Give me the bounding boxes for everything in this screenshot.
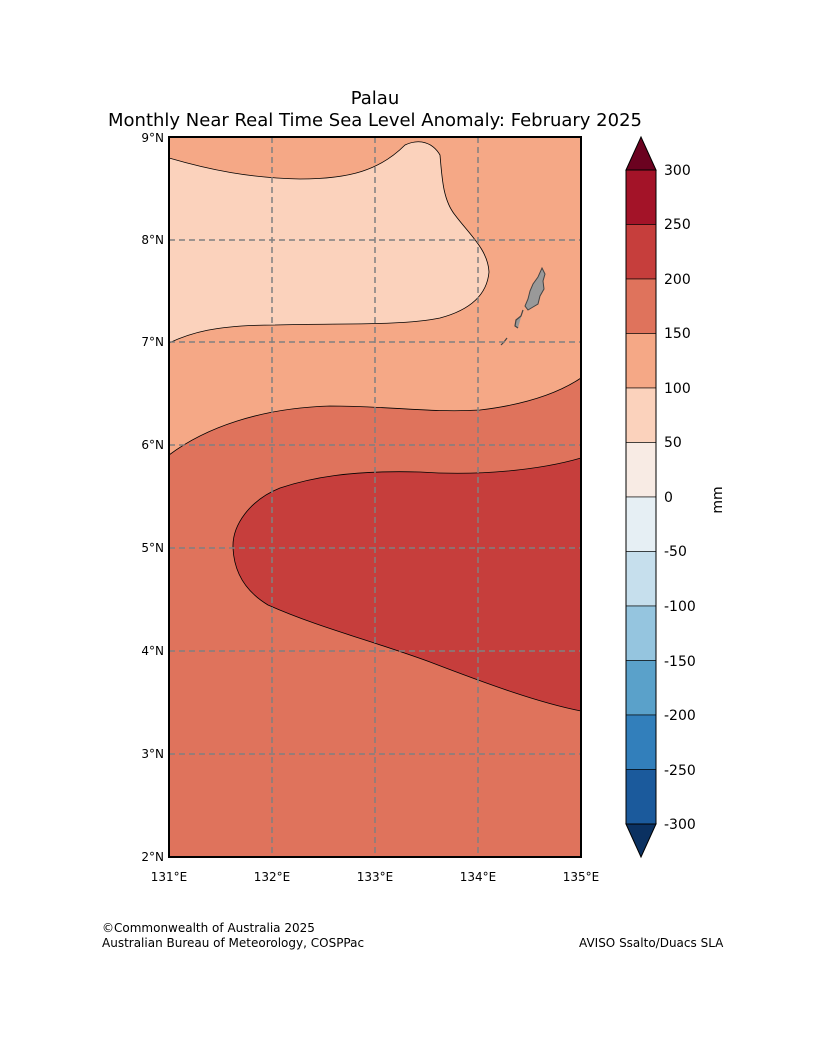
lon-label-135: 135°E bbox=[563, 870, 600, 884]
lat-label-9: 9°N bbox=[141, 131, 164, 145]
cbar-label-200: 200 bbox=[664, 272, 691, 288]
map-gridlines bbox=[169, 137, 581, 857]
colorbar-segment bbox=[625, 769, 657, 825]
lon-label-134: 134°E bbox=[460, 870, 497, 884]
lat-label-2: 2°N bbox=[141, 850, 164, 864]
lat-label-7: 7°N bbox=[141, 335, 164, 349]
map-frame bbox=[168, 136, 582, 858]
lon-label-133: 133°E bbox=[357, 870, 394, 884]
cbar-label-neg200: -200 bbox=[664, 708, 696, 724]
lon-label-131: 131°E bbox=[151, 870, 188, 884]
cbar-label-neg150: -150 bbox=[664, 654, 696, 670]
copyright-line: ©Commonwealth of Australia 2025 bbox=[102, 921, 315, 935]
map-title: Palau bbox=[350, 88, 400, 109]
colorbar-over-arrow bbox=[625, 135, 657, 171]
lat-label-6: 6°N bbox=[141, 438, 164, 452]
palau-main-island bbox=[524, 266, 546, 311]
colorbar-segment bbox=[625, 496, 657, 552]
cbar-label-neg100: -100 bbox=[664, 599, 696, 615]
cbar-label-neg300: -300 bbox=[664, 817, 696, 833]
palau-southern-islands bbox=[514, 309, 524, 329]
lat-label-8: 8°N bbox=[141, 233, 164, 247]
bureau-line: Australian Bureau of Meteorology, COSPPa… bbox=[102, 936, 365, 950]
colorbar-segment bbox=[625, 605, 657, 661]
colorbar-frame bbox=[625, 169, 657, 825]
colorbar-segment bbox=[625, 442, 657, 498]
cbar-label-neg50: -50 bbox=[664, 544, 687, 560]
colorbar-segments bbox=[625, 169, 657, 825]
cbar-label-50: 50 bbox=[664, 435, 682, 451]
lon-tick-labels: 131°E 132°E 133°E 134°E 135°E bbox=[151, 870, 600, 884]
lat-label-4: 4°N bbox=[141, 644, 164, 658]
cbar-label-150: 150 bbox=[664, 326, 691, 342]
colorbar-segment bbox=[625, 333, 657, 389]
lat-tick-labels: 9°N 8°N 7°N 6°N 5°N 4°N 3°N 2°N bbox=[141, 131, 164, 864]
lat-label-5: 5°N bbox=[141, 541, 164, 555]
copyright-credit: ©Commonwealth of Australia 2025 Australi… bbox=[102, 921, 364, 951]
colorbar-segment bbox=[625, 224, 657, 280]
colorbar-segment bbox=[625, 169, 657, 225]
colorbar-segment bbox=[625, 278, 657, 334]
cbar-label-0: 0 bbox=[664, 490, 673, 506]
cbar-label-250: 250 bbox=[664, 217, 691, 233]
data-source-credit: AVISO Ssalto/Duacs SLA bbox=[579, 936, 724, 950]
colorbar-tick-labels: 300 250 200 150 100 50 0 -50 -100 -150 -… bbox=[664, 163, 696, 833]
cbar-label-neg250: -250 bbox=[664, 763, 696, 779]
colorbar-segment bbox=[625, 660, 657, 716]
lat-label-3: 3°N bbox=[141, 747, 164, 761]
colorbar: 300 250 200 150 100 50 0 -50 -100 -150 -… bbox=[625, 135, 726, 859]
lon-label-132: 132°E bbox=[254, 870, 291, 884]
cbar-label-100: 100 bbox=[664, 381, 691, 397]
colorbar-under-arrow bbox=[625, 823, 657, 859]
band-50-100 bbox=[169, 141, 490, 344]
colorbar-unit-label: mm bbox=[710, 486, 726, 513]
colorbar-segment bbox=[625, 387, 657, 443]
colorbar-segment bbox=[625, 551, 657, 607]
colorbar-segment bbox=[625, 714, 657, 770]
map-subtitle: Monthly Near Real Time Sea Level Anomaly… bbox=[108, 110, 642, 131]
cbar-label-300: 300 bbox=[664, 163, 691, 179]
